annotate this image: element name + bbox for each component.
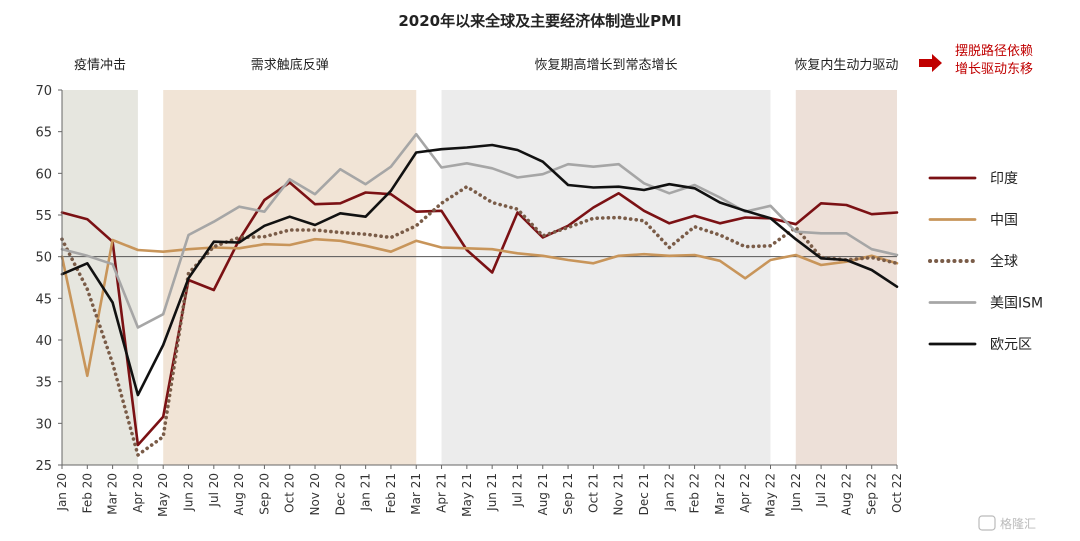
x-tick-label: Jan 21 xyxy=(359,473,373,512)
x-tick-label: Feb 22 xyxy=(688,473,702,513)
x-tick-label: Dec 21 xyxy=(637,473,651,515)
legend-label: 印度 xyxy=(990,171,1018,187)
phase-label: 恢复内生动力驱动 xyxy=(794,57,898,73)
y-tick-label: 70 xyxy=(35,84,52,99)
phase-label: 需求触底反弹 xyxy=(251,57,329,73)
x-tick-label: Aug 22 xyxy=(839,473,853,516)
legend-label: 全球 xyxy=(990,253,1018,270)
x-tick-label: Aug 20 xyxy=(232,473,246,516)
phase-label: 疫情冲击 xyxy=(74,57,126,73)
series-line xyxy=(60,184,899,457)
x-tick-label: May 21 xyxy=(460,473,474,517)
legend-label: 欧元区 xyxy=(990,337,1032,353)
x-tick-label: Oct 22 xyxy=(890,473,904,513)
x-tick-label: Jul 22 xyxy=(814,473,828,508)
legend-label: 美国ISM xyxy=(990,296,1043,312)
y-tick-label: 30 xyxy=(35,417,52,432)
callout-text: 摆脱路径依赖 xyxy=(955,43,1033,59)
x-tick-label: Nov 21 xyxy=(612,473,626,516)
watermark-logo-icon xyxy=(978,515,996,531)
series-lines xyxy=(60,132,899,457)
axes xyxy=(61,90,897,466)
x-tick-label: Mar 22 xyxy=(713,473,727,515)
callout-arrow-icon xyxy=(919,54,942,72)
x-tick-label: Oct 20 xyxy=(283,473,297,513)
y-tick-label: 60 xyxy=(35,167,52,182)
series-line xyxy=(60,237,899,378)
x-tick-label: May 20 xyxy=(156,473,170,517)
y-axis-ticks: 25 30 35 40 45 50 55 60 65 70 xyxy=(35,84,62,474)
watermark: 格隆汇 xyxy=(978,515,1036,531)
x-tick-label: Mar 20 xyxy=(106,473,120,515)
x-tick-label: Jan 22 xyxy=(662,473,676,512)
y-tick-label: 25 xyxy=(35,459,52,474)
y-tick-label: 40 xyxy=(35,334,52,349)
phase-band xyxy=(163,90,417,465)
phase-bands xyxy=(62,90,897,465)
x-tick-label: Mar 21 xyxy=(409,473,423,515)
phase-band xyxy=(795,90,897,465)
x-tick-label: Sep 22 xyxy=(865,473,879,515)
x-tick-label: Sep 20 xyxy=(257,473,271,515)
x-tick-label: Oct 21 xyxy=(586,473,600,513)
series-line xyxy=(60,132,899,329)
x-tick-label: Apr 20 xyxy=(131,473,145,513)
series-line xyxy=(60,143,899,397)
x-tick-label: Jun 20 xyxy=(182,473,196,512)
x-tick-label: Jul 20 xyxy=(207,473,221,508)
legend-label: 中国 xyxy=(990,213,1018,229)
phase-labels: 疫情冲击 需求触底反弹 恢复期高增长到常态增长 恢复内生动力驱动 xyxy=(74,57,898,73)
x-tick-label: Nov 20 xyxy=(308,473,322,516)
x-tick-label: Apr 22 xyxy=(738,473,752,513)
phase-band xyxy=(62,90,138,465)
x-tick-label: Aug 21 xyxy=(536,473,550,516)
x-tick-label: Dec 20 xyxy=(333,473,347,515)
phase-band xyxy=(441,90,771,465)
phase-label: 恢复期高增长到常态增长 xyxy=(535,57,678,73)
watermark-text: 格隆汇 xyxy=(1000,516,1036,531)
x-axis-ticks: Jan 20 Feb 20 Mar 20 Apr 20 May 20 Jun 20 Jul … xyxy=(55,465,904,517)
series-line xyxy=(60,181,899,447)
x-tick-label: Jul 21 xyxy=(511,473,525,508)
x-tick-label: Apr 21 xyxy=(435,473,449,513)
x-tick-label: Jan 20 xyxy=(55,473,69,512)
y-tick-label: 50 xyxy=(35,251,52,266)
x-tick-label: May 22 xyxy=(764,473,778,517)
x-tick-label: Sep 21 xyxy=(561,473,575,515)
y-tick-label: 65 xyxy=(35,126,52,141)
x-tick-label: Feb 20 xyxy=(80,473,94,513)
x-tick-label: Jun 21 xyxy=(485,473,499,512)
y-tick-label: 35 xyxy=(35,376,52,391)
x-tick-label: Jun 22 xyxy=(789,473,803,512)
x-tick-label: Feb 21 xyxy=(384,473,398,513)
callout-text: 增长驱动东移 xyxy=(955,62,1033,77)
chart-title: 2020年以来全球及主要经济体制造业PMI xyxy=(398,12,681,30)
y-tick-label: 55 xyxy=(35,209,52,224)
y-tick-label: 45 xyxy=(35,292,52,307)
